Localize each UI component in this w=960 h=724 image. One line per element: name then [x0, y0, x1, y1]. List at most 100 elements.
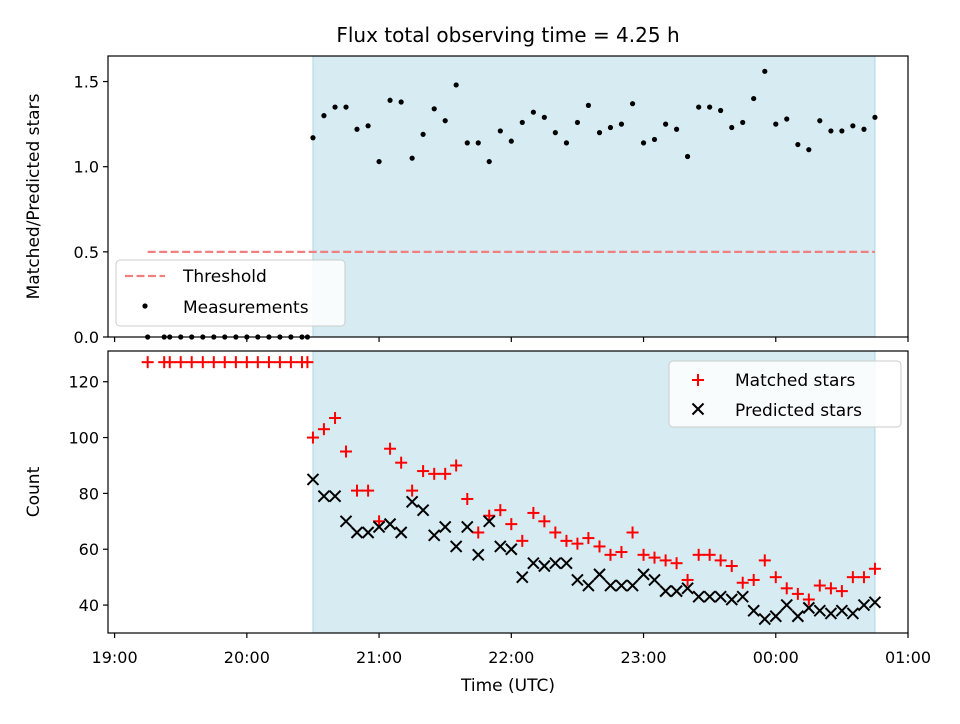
measurement-point [343, 104, 349, 110]
x-tick-label: 22:00 [488, 648, 534, 667]
predicted-star-marker-b [703, 590, 716, 603]
measurement-point [486, 158, 492, 165]
matched-star-marker [163, 356, 176, 369]
y-tick-label: 120 [68, 373, 99, 392]
predicted-star-marker-b [714, 590, 727, 603]
legend-predicted-label: Predicted stars [735, 401, 862, 421]
predicted-star-marker [461, 520, 474, 534]
predicted-star-marker [449, 540, 463, 553]
measurement-point [651, 136, 658, 143]
matched-star-marker [813, 579, 826, 592]
matched-star-marker [571, 537, 584, 550]
matched-star-marker [516, 534, 529, 547]
measurement-point [585, 102, 591, 108]
legend-predicted-swatch-b [691, 402, 705, 416]
matched-star-marker [758, 554, 771, 567]
matched-star-marker [857, 571, 870, 584]
y-axis-label: Matched/Predicted stars [24, 93, 44, 299]
predicted-star-marker [747, 604, 760, 617]
matched-star-marker [395, 456, 408, 469]
matched-star-marker [174, 356, 187, 369]
predicted-star-marker [394, 526, 408, 539]
predicted-star-marker-b [615, 579, 628, 592]
chart-title: Flux total observing time = 4.25 h [336, 23, 679, 47]
predicted-star-marker [791, 610, 805, 623]
predicted-star-marker-b [449, 540, 463, 553]
predicted-star-marker-b [328, 489, 342, 503]
top-panel: 0.0 0.5 1.0 1.5 Matched/Predicted stars Thres… [24, 55, 909, 347]
measurement-point [696, 104, 702, 110]
y-tick-label: 1.5 [74, 73, 99, 92]
matched-star-marker [780, 582, 793, 595]
predicted-star-marker-b [405, 495, 419, 508]
predicted-star-marker-b [846, 607, 860, 620]
predicted-star-marker [549, 556, 562, 570]
predicted-star-marker [659, 584, 672, 598]
measurement-point [508, 138, 514, 144]
predicted-star-marker-b [416, 503, 430, 517]
legend-measurement-swatch [142, 303, 148, 309]
measurement-point [519, 119, 525, 126]
matched-star-marker [284, 356, 297, 369]
predicted-star-marker [868, 596, 882, 609]
predicted-star-marker-b [472, 548, 485, 562]
measurement-point [552, 130, 558, 136]
measurement-point [321, 113, 327, 119]
predicted-star-marker [593, 568, 606, 581]
y-tick-label: 1.0 [74, 158, 99, 177]
matched-star-marker [251, 356, 264, 369]
measurement-point [365, 123, 371, 129]
measurement-point [464, 140, 470, 146]
matched-star-marker [362, 484, 375, 497]
matched-star-marker [439, 467, 452, 480]
measurement-point [751, 95, 757, 102]
predicted-star-marker-b [758, 612, 772, 626]
matched-star-marker [582, 532, 595, 545]
predicted-star-marker [857, 598, 871, 612]
predicted-star-marker [428, 529, 441, 542]
measurement-point [795, 141, 801, 148]
matched-star-marker [626, 526, 639, 539]
matched-star-marker [461, 492, 474, 505]
predicted-star-marker-b [637, 568, 650, 581]
measurement-point [817, 118, 823, 124]
predicted-star-marker [483, 515, 496, 528]
measurement-point [442, 118, 448, 124]
matched-star-marker [747, 573, 760, 586]
matched-star-marker [340, 445, 353, 458]
predicted-star-marker-b [461, 520, 474, 534]
predicted-star-marker-b [791, 610, 805, 623]
measurement-point [354, 126, 360, 132]
predicted-star-marker-b [835, 604, 849, 617]
measurement-point [707, 104, 713, 110]
measurement-point [640, 140, 647, 146]
predicted-star-marker [692, 590, 705, 603]
matched-star-marker [196, 356, 209, 369]
predicted-star-marker [505, 543, 518, 556]
predicted-star-marker [383, 517, 397, 531]
matched-star-marker [769, 571, 782, 584]
predicted-star-marker-b [857, 598, 871, 612]
predicted-star-marker-b [516, 570, 529, 584]
measurement-point [497, 128, 503, 134]
matched-star-marker [549, 526, 562, 539]
measurement-point [431, 106, 437, 112]
measurement-point [607, 124, 614, 131]
y-tick-label: 0.5 [74, 243, 99, 262]
matched-star-marker [417, 465, 430, 478]
measurement-point [376, 158, 382, 165]
matched-star-marker [505, 518, 518, 531]
measurement-point [861, 126, 867, 132]
predicted-star-marker-b [538, 559, 551, 573]
matched-star-marker [273, 356, 286, 369]
predicted-star-marker-b [670, 584, 683, 598]
measurement-point [475, 140, 481, 146]
predicted-star-marker-b [483, 515, 496, 528]
predicted-star-marker [835, 604, 849, 617]
bottom-panel: 40 60 80 100 120 19:00 20:00 21:00 22:00 23:00 00:… [24, 350, 931, 696]
predicted-star-marker-b [736, 590, 749, 603]
predicted-star-marker [604, 579, 617, 592]
x-tick-label: 19:00 [92, 648, 138, 667]
matched-star-marker [593, 540, 606, 553]
